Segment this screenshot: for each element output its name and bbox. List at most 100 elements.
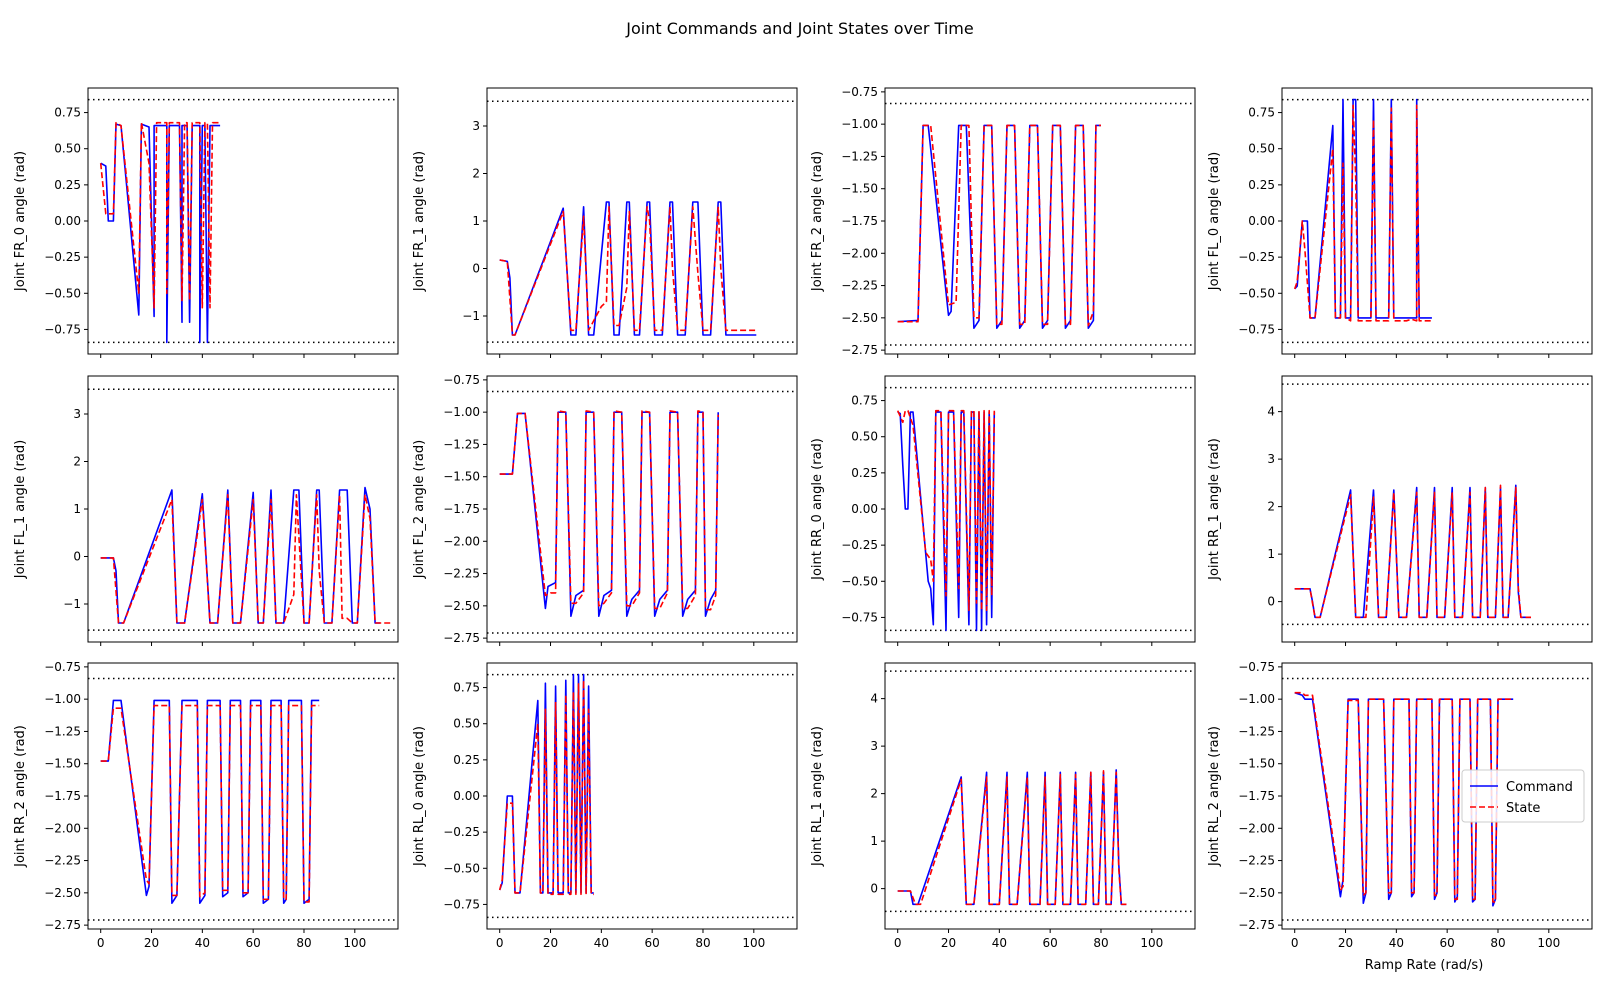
y-tick-label: −0.75 bbox=[44, 660, 81, 674]
x-tick-label: 100 bbox=[1537, 936, 1560, 950]
y-tick-label: −2.25 bbox=[44, 854, 81, 868]
y-tick-label: 0.25 bbox=[851, 466, 878, 480]
axes-frame bbox=[486, 87, 798, 355]
state-series-line bbox=[100, 704, 320, 903]
y-tick-label: 0 bbox=[870, 882, 878, 896]
x-tick-label: 100 bbox=[343, 936, 366, 950]
y-axis-label: Joint FL_0 angle (rad) bbox=[1207, 152, 1222, 291]
y-tick-label: 0.50 bbox=[1248, 142, 1275, 156]
state-series-line bbox=[1294, 484, 1531, 619]
x-tick-label: 40 bbox=[992, 936, 1007, 950]
y-tick-label: −2.50 bbox=[44, 886, 81, 900]
subplot-9: 0.75 0.50 0.25 0.00 −0.25 −0.50 −0.75 0 20 40 60 80… bbox=[412, 662, 798, 950]
x-tick-label: 0 bbox=[97, 936, 105, 950]
y-tick-label: 3 bbox=[1267, 452, 1275, 466]
y-tick-label: 0.25 bbox=[1248, 178, 1275, 192]
y-tick-label: −1.50 bbox=[44, 757, 81, 771]
command-series-line bbox=[1294, 98, 1432, 319]
state-series-line bbox=[499, 206, 757, 336]
x-tick-label: 20 bbox=[1338, 936, 1353, 950]
y-tick-label: 2 bbox=[73, 455, 81, 469]
y-tick-label: −0.25 bbox=[841, 538, 878, 552]
x-axis-label: Ramp Rate (rad/s) bbox=[1365, 958, 1484, 973]
y-axis-label: Joint FR_1 angle (rad) bbox=[412, 151, 427, 292]
y-tick-label: −1.25 bbox=[1238, 724, 1275, 738]
y-tick-label: −0.25 bbox=[443, 825, 480, 839]
y-tick-label: −1.50 bbox=[1238, 757, 1275, 771]
y-tick-label: −2.25 bbox=[1238, 854, 1275, 868]
y-tick-label: −1 bbox=[63, 597, 81, 611]
y-tick-label: −1.00 bbox=[1238, 692, 1275, 706]
y-tick-label: −1.50 bbox=[841, 182, 878, 196]
x-tick-label: 80 bbox=[1490, 936, 1505, 950]
x-tick-label: 60 bbox=[1440, 936, 1455, 950]
y-tick-label: −2.00 bbox=[841, 246, 878, 260]
y-tick-label: 0.75 bbox=[453, 681, 480, 695]
y-axis-label: Joint RR_1 angle (rad) bbox=[1207, 438, 1222, 581]
y-tick-label: −0.50 bbox=[443, 861, 480, 875]
y-axis-label: Joint FR_0 angle (rad) bbox=[13, 151, 28, 292]
state-series-line bbox=[499, 410, 719, 611]
y-axis-label: Joint RR_2 angle (rad) bbox=[13, 725, 28, 868]
y-tick-label: −1.00 bbox=[841, 117, 878, 131]
y-tick-label: 3 bbox=[870, 739, 878, 753]
y-tick-label: −0.50 bbox=[841, 574, 878, 588]
y-tick-label: −2.75 bbox=[1238, 918, 1275, 932]
y-tick-label: −2.25 bbox=[841, 279, 878, 293]
subplot-2: −0.75 −1.00 −1.25 −1.50 −1.75 −2.00 −2.25 −2.50… bbox=[810, 85, 1196, 358]
y-tick-label: 4 bbox=[870, 692, 878, 706]
state-series-line bbox=[1293, 104, 1432, 322]
x-tick-label: 100 bbox=[1140, 936, 1163, 950]
command-series-line bbox=[499, 201, 757, 336]
y-tick-label: −2.00 bbox=[44, 821, 81, 835]
y-tick-label: −2.50 bbox=[1238, 886, 1275, 900]
x-tick-label: 100 bbox=[742, 936, 765, 950]
y-tick-label: 3 bbox=[73, 407, 81, 421]
subplot-4: 3 2 1 0 −1 Joint FL_1 angle (rad) bbox=[13, 375, 399, 646]
y-axis-label: Joint FL_2 angle (rad) bbox=[412, 440, 427, 579]
legend-state-label: State bbox=[1506, 801, 1540, 816]
axes-frame bbox=[1281, 375, 1593, 643]
x-tick-label: 0 bbox=[894, 936, 902, 950]
y-tick-label: −2.50 bbox=[841, 311, 878, 325]
legend-box bbox=[1461, 769, 1585, 823]
y-tick-label: −0.75 bbox=[1238, 660, 1275, 674]
state-series-line bbox=[897, 124, 1101, 327]
y-tick-label: −1.25 bbox=[443, 437, 480, 451]
x-tick-label: 80 bbox=[1093, 936, 1108, 950]
state-series-line bbox=[100, 493, 391, 624]
subplot-6: 0.75 0.50 0.25 0.00 −0.25 −0.50 −0.75 Joint RR_… bbox=[810, 375, 1196, 646]
y-axis-label: Joint RL_0 angle (rad) bbox=[412, 726, 427, 867]
y-tick-label: −1.75 bbox=[443, 502, 480, 516]
y-tick-label: 4 bbox=[1267, 405, 1275, 419]
y-axis-label: Joint RL_2 angle (rad) bbox=[1207, 726, 1222, 867]
y-tick-label: 0.50 bbox=[851, 430, 878, 444]
y-tick-label: −0.75 bbox=[841, 85, 878, 99]
y-tick-label: 1 bbox=[1267, 547, 1275, 561]
y-tick-label: −1.75 bbox=[1238, 789, 1275, 803]
x-tick-label: 20 bbox=[144, 936, 159, 950]
y-tick-label: 0 bbox=[1267, 595, 1275, 609]
y-tick-label: −2.25 bbox=[443, 567, 480, 581]
x-tick-label: 60 bbox=[246, 936, 261, 950]
y-tick-label: −1.00 bbox=[44, 692, 81, 706]
state-series-line bbox=[1294, 691, 1514, 903]
y-tick-label: −1.25 bbox=[44, 724, 81, 738]
y-tick-label: 0.00 bbox=[851, 502, 878, 516]
state-series-line bbox=[99, 121, 221, 309]
subplot-3: 0.75 0.50 0.25 0.00 −0.25 −0.50 −0.75 Joint FL_… bbox=[1207, 87, 1593, 358]
subplot-11: −0.75 −1.00 −1.25 −1.50 −1.75 −2.00 −2.25 −2.50… bbox=[1207, 660, 1593, 950]
subplot-1: 3 2 1 0 −1 Joint FR_1 angle (rad) bbox=[412, 87, 798, 358]
legend-command-label: Command bbox=[1506, 780, 1573, 795]
y-axis-label: Joint FR_2 angle (rad) bbox=[810, 151, 825, 292]
command-series-line bbox=[499, 411, 719, 618]
x-tick-label: 60 bbox=[645, 936, 660, 950]
figure-title: Joint Commands and Joint States over Tim… bbox=[625, 19, 973, 38]
subplot-8: −0.75 −1.00 −1.25 −1.50 −1.75 −2.00 −2.25 −2.50… bbox=[13, 660, 399, 950]
y-tick-label: 0.25 bbox=[453, 753, 480, 767]
y-tick-label: −2.00 bbox=[1238, 821, 1275, 835]
y-tick-label: −1.75 bbox=[44, 789, 81, 803]
y-tick-label: 0.00 bbox=[1248, 214, 1275, 228]
y-tick-label: 0.75 bbox=[851, 394, 878, 408]
y-tick-label: −1.00 bbox=[443, 405, 480, 419]
